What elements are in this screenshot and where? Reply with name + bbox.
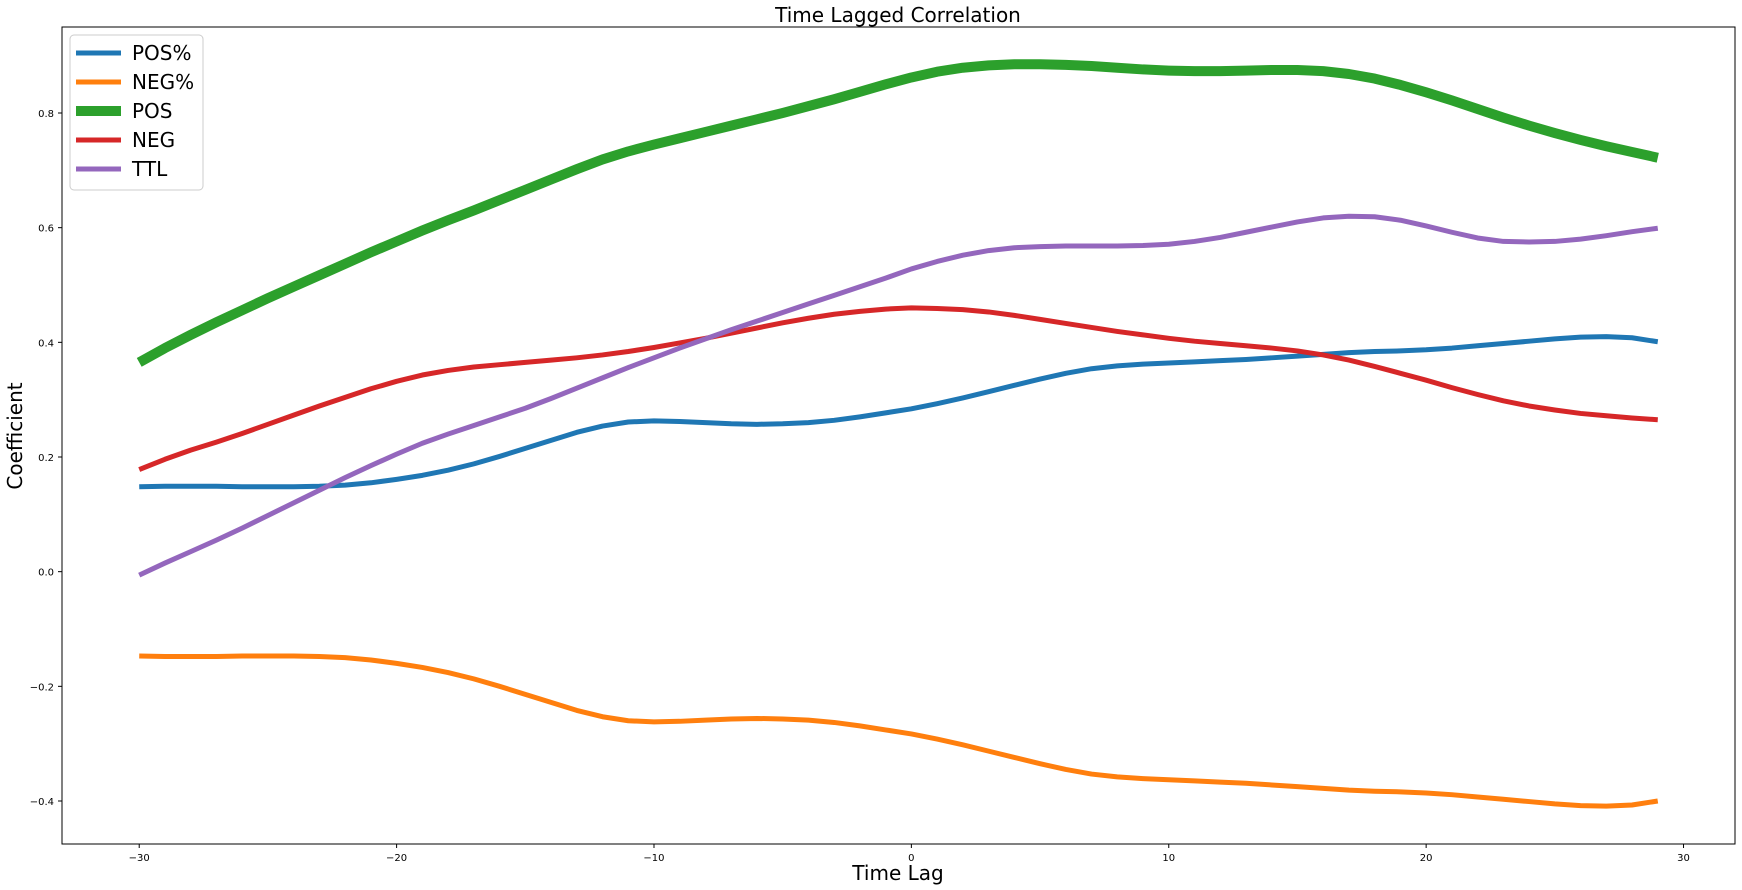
legend-label-ttl: TTL [131,157,168,181]
x-tick-label: −20 [386,853,407,864]
x-tick-label: −30 [129,853,150,864]
y-axis-label: Coefficient [3,382,27,489]
plot-area [61,26,1736,845]
series-line-pos [136,59,1659,367]
series-line-neg [138,305,1658,472]
y-tick-label: 0.0 [38,568,54,579]
y-axis-ticks: −0.4 −0.2 0.0 0.2 0.4 0.6 0.8 [30,109,62,808]
x-tick-label: −10 [643,853,664,864]
x-axis-label: Time Lag [851,861,943,885]
legend-label-neg: NEG [132,128,175,152]
chart-title: Time Lagged Correlation [774,3,1021,27]
legend-box [69,34,204,191]
series-line-pos-pct [139,334,1659,490]
legend-label-pos-pct: POS% [132,41,192,65]
y-tick-label: 0.4 [38,338,54,349]
legend-label-pos: POS [132,99,173,123]
y-tick-label: 0.6 [38,224,54,235]
y-tick-label: −0.4 [30,797,54,808]
legend-label-neg-pct: NEG% [132,70,194,94]
series-line-neg-pct [139,653,1659,809]
plot-frame [61,26,1736,845]
y-tick-label: 0.2 [38,453,54,464]
x-axis-ticks: −30 −20 −10 0 10 20 30 [129,844,1690,864]
legend: POS% NEG% POS NEG TTL [69,34,204,191]
series-line-ttl [138,213,1659,578]
x-tick-label: 10 [1162,853,1175,864]
x-tick-label: 30 [1677,853,1690,864]
y-tick-label: −0.2 [30,682,54,693]
y-tick-label: 0.8 [38,109,54,120]
x-tick-label: 20 [1420,853,1433,864]
x-tick-label: 0 [908,853,914,864]
series-layer [136,59,1659,809]
